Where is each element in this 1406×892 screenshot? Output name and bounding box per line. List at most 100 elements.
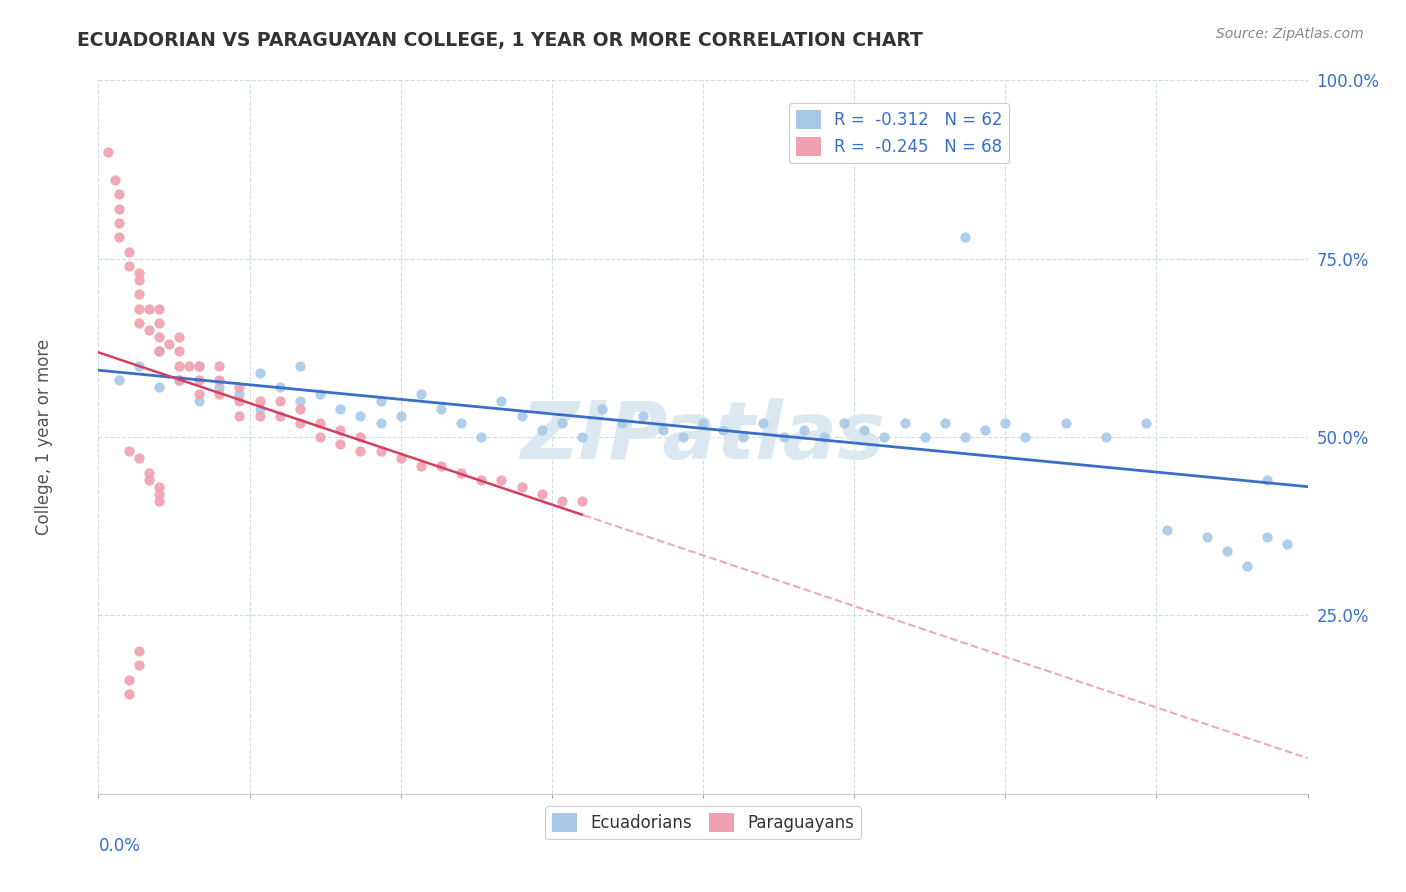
Point <box>107 187 129 202</box>
Point <box>1256 530 1278 544</box>
Point <box>179 359 201 373</box>
Point <box>571 494 593 508</box>
Point <box>530 423 553 437</box>
Point <box>934 416 956 430</box>
Point <box>148 380 170 394</box>
Point <box>138 301 160 316</box>
Point <box>551 416 574 430</box>
Point <box>953 430 976 444</box>
Point <box>228 387 250 401</box>
Point <box>752 416 775 430</box>
Point <box>269 394 291 409</box>
Point <box>148 344 170 359</box>
Point <box>571 430 593 444</box>
Point <box>118 687 141 701</box>
Point <box>994 416 1017 430</box>
Point <box>873 430 896 444</box>
Point <box>228 394 250 409</box>
Point <box>138 473 160 487</box>
Point <box>1095 430 1118 444</box>
Point <box>530 487 553 501</box>
Point <box>288 359 311 373</box>
Point <box>107 216 129 230</box>
Point <box>793 423 815 437</box>
Point <box>118 673 141 687</box>
Point <box>711 423 734 437</box>
Point <box>128 451 150 466</box>
Point <box>249 401 271 416</box>
Point <box>389 409 412 423</box>
Point <box>1277 537 1299 551</box>
Point <box>249 394 271 409</box>
Point <box>329 423 352 437</box>
Text: Source: ZipAtlas.com: Source: ZipAtlas.com <box>1216 27 1364 41</box>
Point <box>651 423 673 437</box>
Point <box>1156 523 1178 537</box>
Point <box>389 451 412 466</box>
Point <box>107 373 129 387</box>
Point <box>128 316 150 330</box>
Point <box>491 473 513 487</box>
Point <box>591 401 613 416</box>
Point <box>733 430 755 444</box>
Point <box>288 394 311 409</box>
Text: ZIPatlas: ZIPatlas <box>520 398 886 476</box>
Point <box>157 337 180 351</box>
Point <box>893 416 915 430</box>
Point <box>510 480 533 494</box>
Legend: Ecuadorians, Paraguayans: Ecuadorians, Paraguayans <box>546 806 860 839</box>
Point <box>450 416 472 430</box>
Point <box>551 494 574 508</box>
Point <box>167 344 190 359</box>
Point <box>309 416 332 430</box>
Point <box>470 430 492 444</box>
Point <box>409 387 432 401</box>
Point <box>107 202 129 216</box>
Point <box>148 330 170 344</box>
Text: ECUADORIAN VS PARAGUAYAN COLLEGE, 1 YEAR OR MORE CORRELATION CHART: ECUADORIAN VS PARAGUAYAN COLLEGE, 1 YEAR… <box>77 31 924 50</box>
Point <box>118 259 141 273</box>
Point <box>188 359 211 373</box>
Point <box>188 359 211 373</box>
Point <box>329 437 352 451</box>
Point <box>1236 558 1258 573</box>
Point <box>288 401 311 416</box>
Point <box>107 230 129 244</box>
Point <box>1195 530 1218 544</box>
Point <box>148 316 170 330</box>
Point <box>167 373 190 387</box>
Point <box>409 458 432 473</box>
Point <box>370 394 392 409</box>
Point <box>128 287 150 301</box>
Point <box>491 394 513 409</box>
Point <box>97 145 120 159</box>
Point <box>228 409 250 423</box>
Point <box>692 416 714 430</box>
Point <box>148 487 170 501</box>
Point <box>329 401 352 416</box>
Point <box>853 423 876 437</box>
Point <box>128 266 150 280</box>
Point <box>1216 544 1239 558</box>
Point <box>914 430 936 444</box>
Point <box>128 301 150 316</box>
Point <box>349 444 371 458</box>
Point <box>167 373 190 387</box>
Point <box>128 644 150 658</box>
Point <box>118 444 141 458</box>
Point <box>349 409 371 423</box>
Point <box>832 416 855 430</box>
Point <box>128 273 150 287</box>
Point <box>269 409 291 423</box>
Point <box>813 430 835 444</box>
Point <box>148 301 170 316</box>
Text: 0.0%: 0.0% <box>98 837 141 855</box>
Point <box>672 430 695 444</box>
Point <box>974 423 997 437</box>
Point <box>249 409 271 423</box>
Point <box>167 359 190 373</box>
Point <box>148 344 170 359</box>
Point <box>103 173 125 187</box>
Point <box>1014 430 1036 444</box>
Point <box>953 230 976 244</box>
